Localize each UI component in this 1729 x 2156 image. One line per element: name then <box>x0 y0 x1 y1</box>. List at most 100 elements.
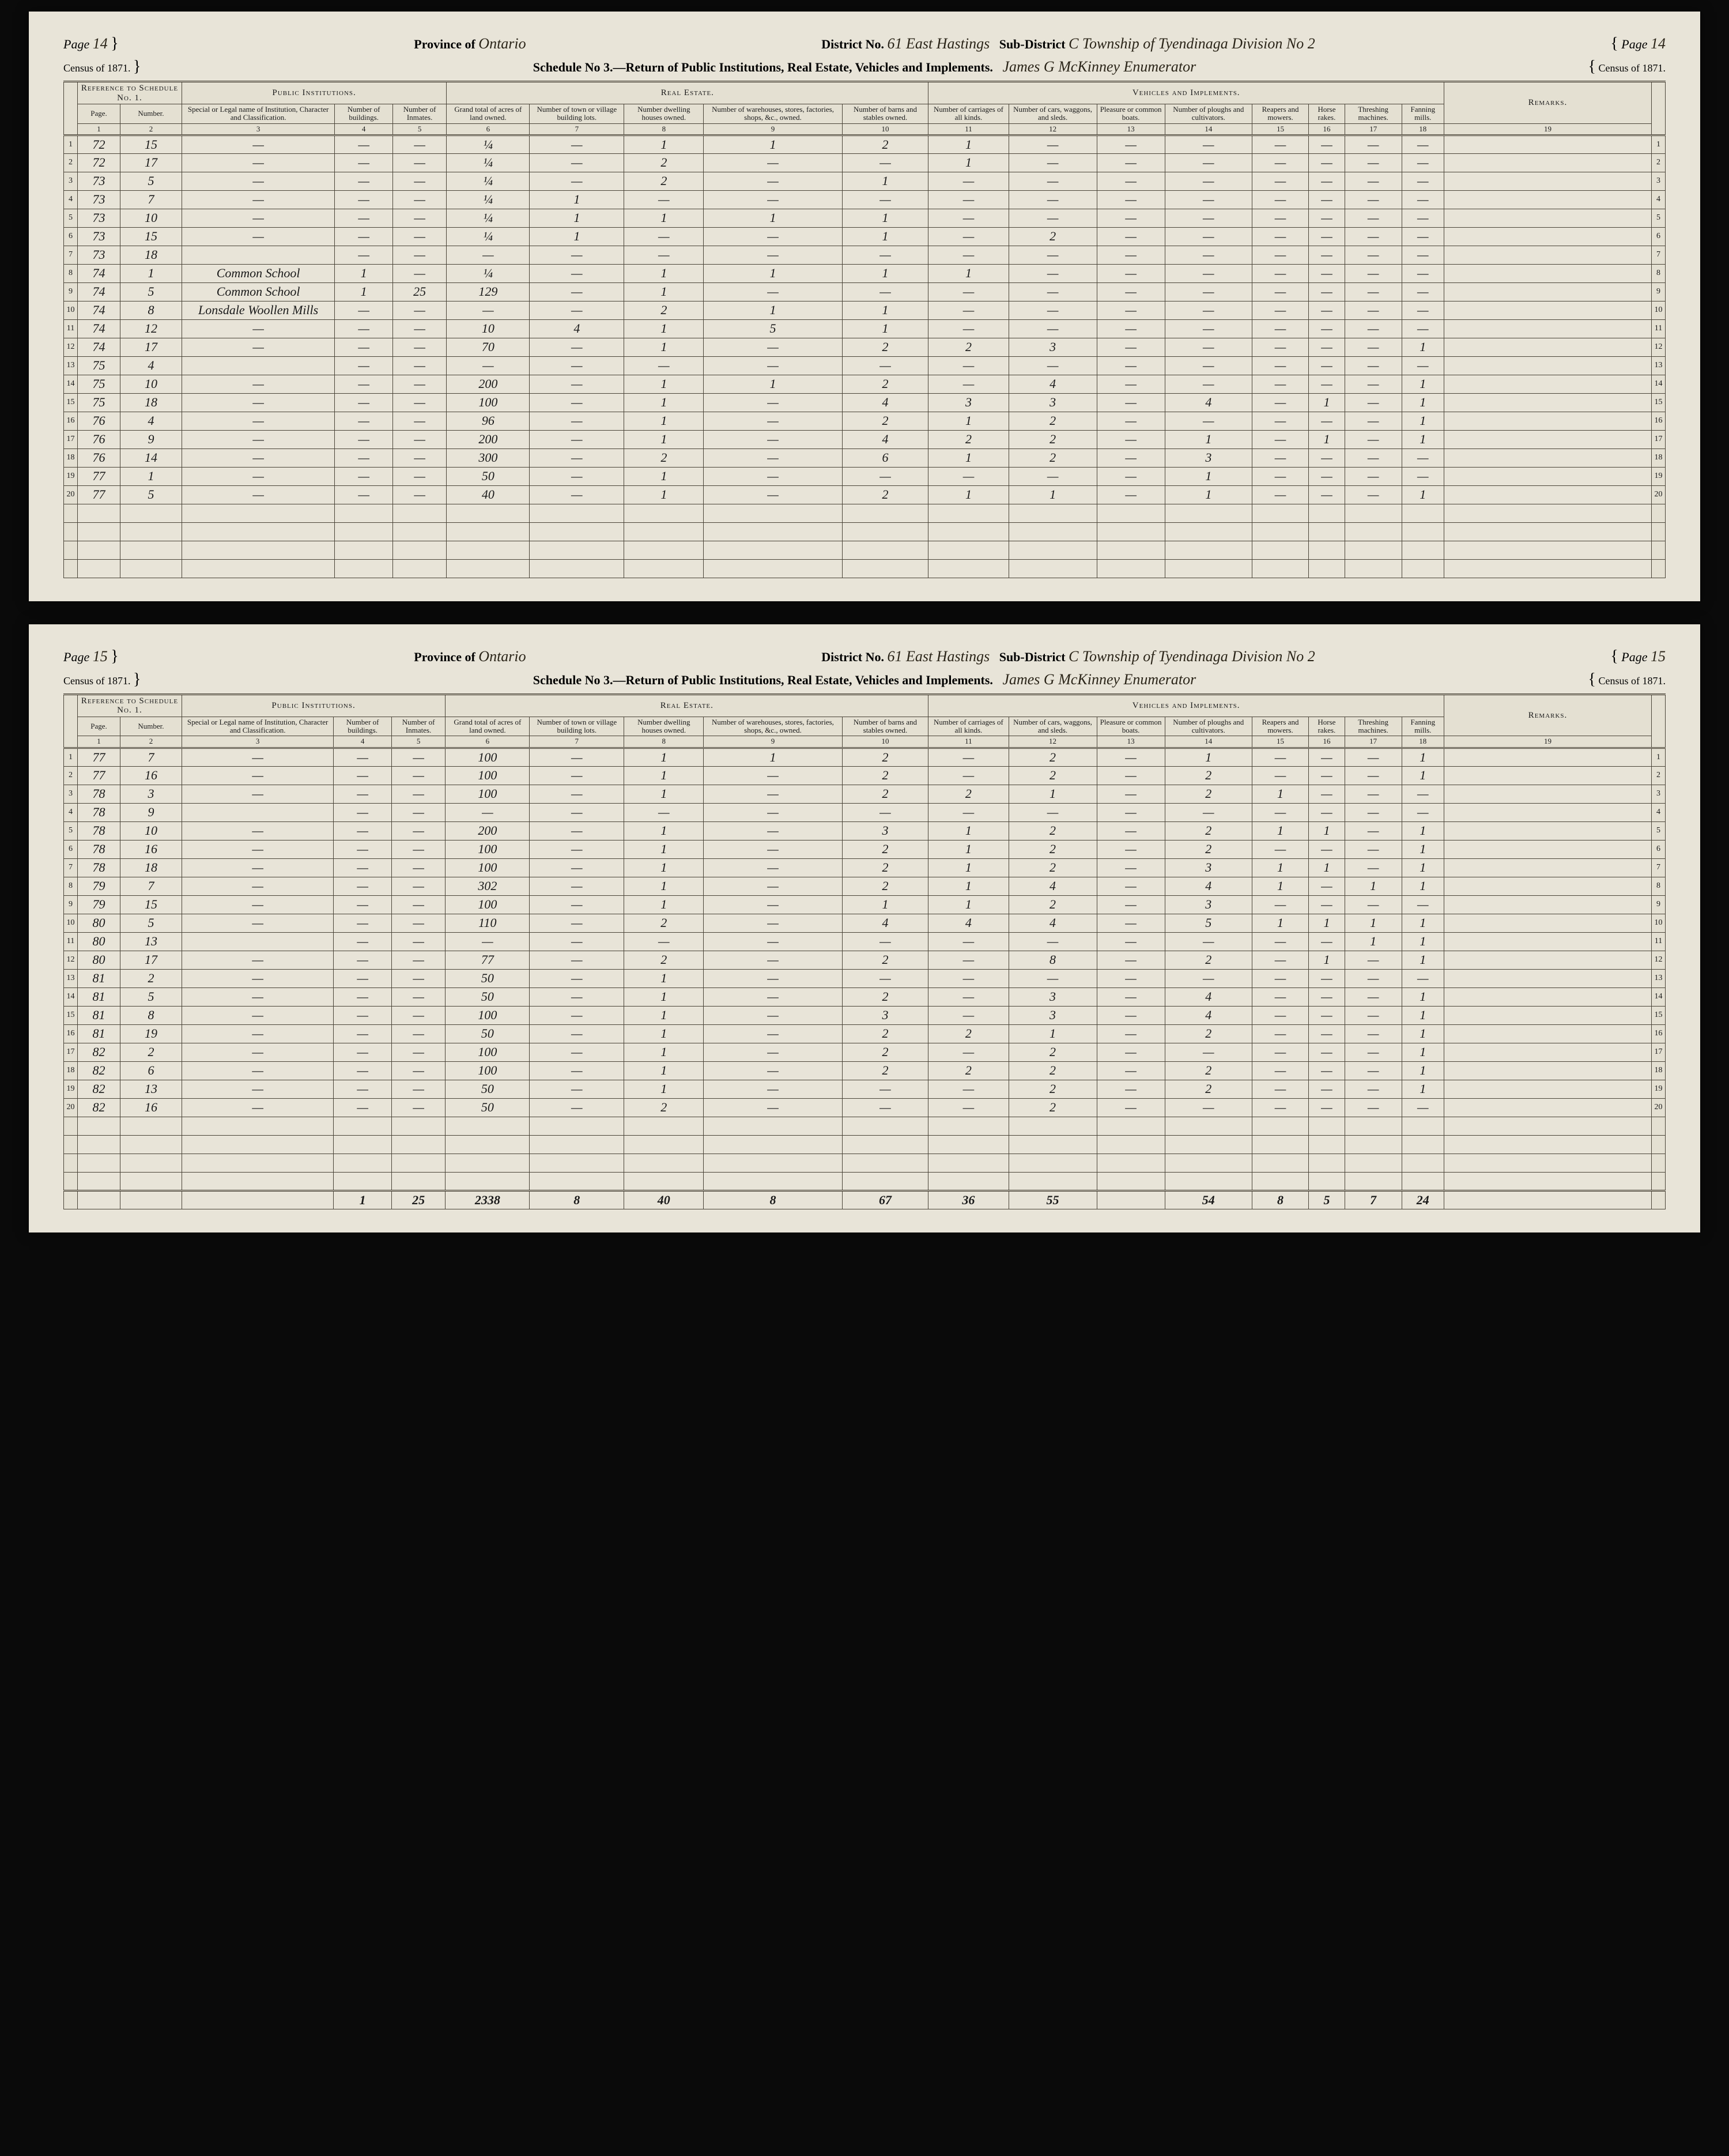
cell-c6: 50 <box>446 1080 530 1098</box>
cell-c16: — <box>1309 135 1345 153</box>
cell-c15: — <box>1252 969 1308 987</box>
cell-c16: — <box>1309 969 1345 987</box>
cell-c1: 73 <box>78 246 120 264</box>
cell-c5: — <box>392 246 446 264</box>
blank-row <box>64 1172 1666 1190</box>
cell-c18: — <box>1402 356 1444 375</box>
cell-c17: — <box>1345 748 1402 766</box>
cell-c6: 50 <box>446 1024 530 1043</box>
cell-c17: — <box>1345 338 1402 356</box>
cell-c10: — <box>842 153 928 172</box>
cell-c13: — <box>1097 153 1165 172</box>
cell-c13: — <box>1097 803 1165 821</box>
cell-c6: — <box>447 356 530 375</box>
cell-c18: 1 <box>1402 338 1444 356</box>
col-header-c18: Fanning mills. <box>1402 104 1444 124</box>
cell-c3: — <box>182 987 333 1006</box>
cell-c6: 200 <box>447 375 530 393</box>
cell-c5: — <box>391 932 445 951</box>
cell-c6: 100 <box>446 1061 530 1080</box>
cell-c12: — <box>1009 803 1097 821</box>
cell-c16: — <box>1309 282 1345 301</box>
cell-c13: — <box>1097 1006 1165 1024</box>
row-index-left: 15 <box>64 393 78 412</box>
cell-c14: — <box>1165 135 1252 153</box>
cell-c5: — <box>392 135 446 153</box>
cell-c15: — <box>1252 172 1309 190</box>
total-c8: 40 <box>624 1190 704 1209</box>
cell-c12: 2 <box>1009 895 1097 914</box>
cell-c6: ¼ <box>447 190 530 209</box>
cell-c18: 1 <box>1402 840 1444 858</box>
cell-c17: — <box>1345 1098 1402 1117</box>
cell-c9: — <box>704 766 842 785</box>
cell-c15: — <box>1252 766 1308 785</box>
cell-c6: — <box>446 932 530 951</box>
col-header-c8: Number dwelling houses owned. <box>624 104 704 124</box>
data-row: 10748Lonsdale Woollen Mills————211——————… <box>64 301 1666 319</box>
cell-remarks <box>1444 1080 1652 1098</box>
cell-c7: — <box>530 748 624 766</box>
row-index-left: 6 <box>64 840 78 858</box>
cell-c5: — <box>391 1061 445 1080</box>
row-index-left: 7 <box>64 858 78 877</box>
cell-c1: 80 <box>78 951 120 969</box>
cell-c7: — <box>530 1080 624 1098</box>
cell-c16: — <box>1309 785 1345 803</box>
cell-c11: 1 <box>928 485 1009 504</box>
cell-c3: — <box>182 430 334 448</box>
cell-c14: — <box>1165 246 1252 264</box>
cell-remarks <box>1444 375 1652 393</box>
cell-c12: — <box>1009 172 1097 190</box>
cell-c6: 100 <box>446 1043 530 1061</box>
census-year-left: Census of 1871. } <box>63 670 141 689</box>
cell-c10: — <box>842 190 928 209</box>
col-num: 18 <box>1402 736 1444 748</box>
cell-c12: 2 <box>1009 1098 1097 1117</box>
row-index-left: 16 <box>64 1024 78 1043</box>
cell-c7: — <box>530 803 624 821</box>
row-index-right: 5 <box>1652 209 1666 227</box>
cell-c9: — <box>704 821 842 840</box>
cell-c2: 8 <box>120 301 182 319</box>
cell-c2: 15 <box>120 895 182 914</box>
col-num: 19 <box>1444 123 1652 135</box>
cell-c13: — <box>1097 1098 1165 1117</box>
cell-c7: — <box>530 153 624 172</box>
cell-c3: Lonsdale Woollen Mills <box>182 301 334 319</box>
data-row: 17769———200—1—422—1—1—117 <box>64 430 1666 448</box>
row-index-right: 2 <box>1652 766 1666 785</box>
row-index-left: 13 <box>64 356 78 375</box>
cell-c13: — <box>1097 135 1165 153</box>
cell-c5: — <box>392 412 446 430</box>
cell-c10: 2 <box>842 987 928 1006</box>
cell-c4: — <box>335 412 393 430</box>
cell-c9: — <box>704 412 842 430</box>
cell-c2: 1 <box>120 264 182 282</box>
cell-c2: 18 <box>120 246 182 264</box>
cell-c7: — <box>530 1024 624 1043</box>
schedule-title: Schedule No 3.—Return of Public Institut… <box>533 671 1196 688</box>
cell-c1: 74 <box>78 282 120 301</box>
cell-c17: — <box>1345 1043 1402 1061</box>
cell-c16: — <box>1309 153 1345 172</box>
col-header-c9: Number of warehouses, stores, factories,… <box>704 104 842 124</box>
col-header-c10: Number of barns and stables owned. <box>842 717 928 736</box>
cell-c16: — <box>1309 877 1345 895</box>
cell-c4: — <box>334 1024 392 1043</box>
data-row: 13812———50—1——————————13 <box>64 969 1666 987</box>
cell-c4: 1 <box>335 264 393 282</box>
cell-c9: — <box>704 172 842 190</box>
cell-c7: — <box>530 914 624 932</box>
cell-c3: — <box>182 877 333 895</box>
row-index-left: 8 <box>64 877 78 895</box>
cell-c4: — <box>335 319 393 338</box>
cell-c18: 1 <box>1402 821 1444 840</box>
row-index-right: 4 <box>1652 803 1666 821</box>
cell-c9: — <box>704 153 842 172</box>
cell-c13: — <box>1097 766 1165 785</box>
cell-c10: — <box>842 467 928 485</box>
cell-c6: 200 <box>446 821 530 840</box>
cell-c11: — <box>928 190 1009 209</box>
cell-c13: — <box>1097 264 1165 282</box>
